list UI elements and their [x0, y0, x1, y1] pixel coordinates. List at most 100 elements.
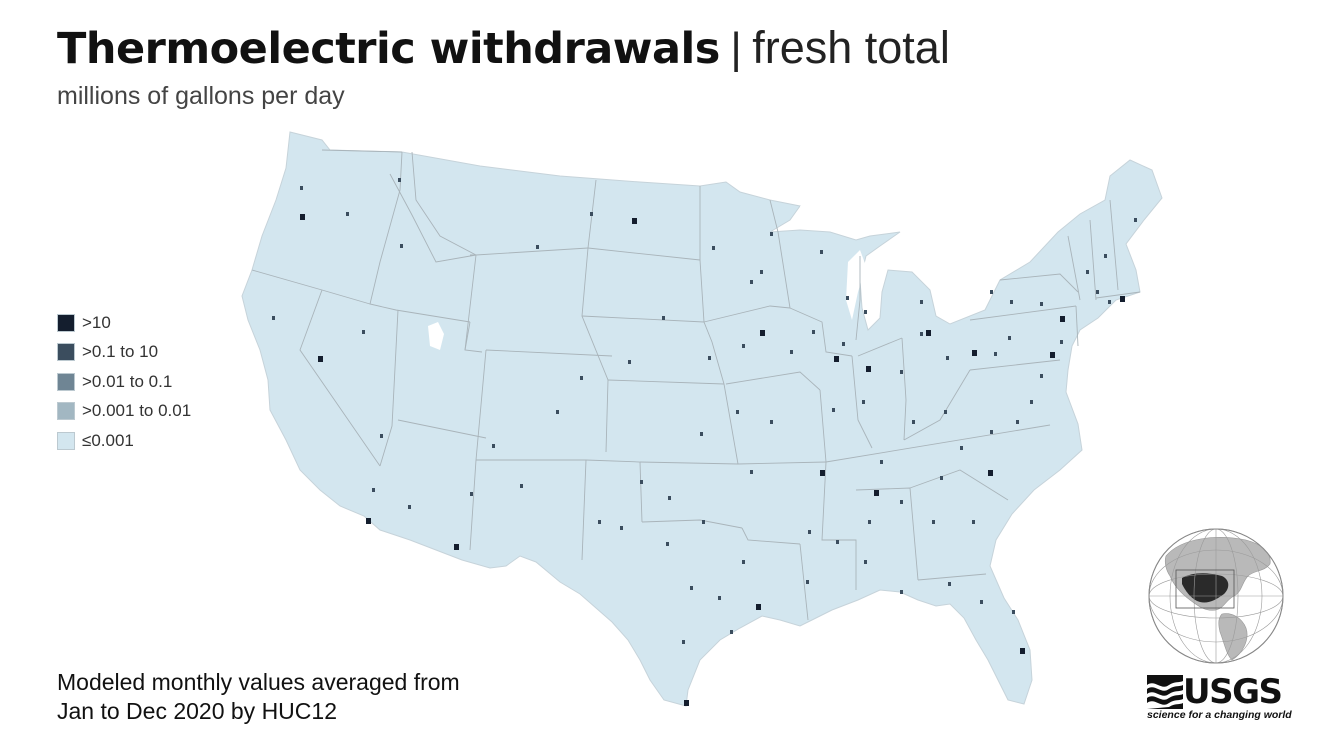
- usgs-wave-icon: [1147, 675, 1183, 709]
- state-border: [587, 247, 701, 261]
- withdrawal-mark: [620, 526, 623, 530]
- data-note-line: Modeled monthly values averaged from: [57, 669, 460, 695]
- withdrawal-mark: [1010, 300, 1013, 304]
- withdrawal-mark: [834, 356, 839, 362]
- withdrawal-mark: [900, 370, 903, 374]
- withdrawal-mark: [980, 600, 983, 604]
- withdrawal-mark: [736, 410, 739, 414]
- withdrawal-mark: [454, 544, 459, 550]
- withdrawal-mark: [1060, 340, 1063, 344]
- withdrawal-mark: [750, 470, 753, 474]
- withdrawal-mark: [990, 290, 993, 294]
- great-salt-lake: [428, 322, 444, 350]
- withdrawal-mark: [760, 270, 763, 274]
- withdrawal-mark: [994, 352, 997, 356]
- state-border: [1075, 305, 1079, 347]
- lake-michigan: [846, 250, 866, 320]
- legend-swatch: [57, 431, 75, 450]
- withdrawal-mark: [690, 586, 693, 590]
- withdrawal-mark: [1104, 254, 1107, 258]
- withdrawal-mark: [960, 446, 963, 450]
- withdrawal-mark: [628, 360, 631, 364]
- withdrawal-mark: [846, 296, 849, 300]
- withdrawal-mark: [1086, 270, 1089, 274]
- withdrawal-mark: [990, 430, 993, 434]
- state-border: [917, 573, 987, 581]
- usgs-logo: USGS science for a changing world: [1147, 672, 1292, 721]
- withdrawal-mark: [682, 640, 685, 644]
- withdrawal-mark: [730, 630, 733, 634]
- legend-item: ≤0.001: [57, 426, 191, 456]
- withdrawal-mark: [790, 350, 793, 354]
- state-border: [397, 419, 487, 439]
- legend: >10 >0.1 to 10 >0.01 to 0.1 >0.001 to 0.…: [57, 308, 191, 456]
- huc12-withdrawal-marks: [272, 178, 1137, 706]
- state-border: [819, 389, 827, 463]
- data-note-line: Jan to Dec 2020 by HUC12: [57, 698, 337, 724]
- withdrawal-mark: [1120, 296, 1125, 302]
- withdrawal-mark: [492, 444, 495, 448]
- withdrawal-mark: [362, 330, 365, 334]
- state-border: [299, 289, 381, 467]
- withdrawal-mark: [864, 560, 867, 564]
- state-border: [857, 337, 903, 357]
- state-border: [389, 173, 477, 263]
- withdrawal-mark: [868, 520, 871, 524]
- withdrawal-mark: [1040, 302, 1043, 306]
- withdrawal-mark: [318, 356, 323, 362]
- withdrawal-mark: [812, 330, 815, 334]
- withdrawal-mark: [808, 530, 811, 534]
- withdrawal-mark: [972, 520, 975, 524]
- withdrawal-mark: [300, 214, 305, 220]
- withdrawal-mark: [972, 350, 977, 356]
- withdrawal-mark: [666, 542, 669, 546]
- withdrawal-mark: [366, 518, 371, 524]
- withdrawal-mark: [300, 186, 303, 190]
- withdrawal-mark: [662, 316, 665, 320]
- data-note: Modeled monthly values averaged from Jan…: [57, 668, 460, 726]
- state-border: [369, 151, 471, 323]
- withdrawal-mark: [1020, 648, 1025, 654]
- withdrawal-mark: [988, 470, 993, 476]
- withdrawal-mark: [640, 480, 643, 484]
- withdrawal-mark: [556, 410, 559, 414]
- state-border: [639, 461, 739, 465]
- withdrawal-mark: [806, 580, 809, 584]
- legend-item: >0.1 to 10: [57, 338, 191, 368]
- state-border: [769, 199, 791, 309]
- title-variant: fresh total: [752, 22, 950, 73]
- state-border: [699, 186, 739, 465]
- state-border: [1109, 199, 1119, 291]
- withdrawal-mark: [1040, 374, 1043, 378]
- state-border: [851, 355, 873, 449]
- title-separator: |: [730, 24, 742, 73]
- withdrawal-mark: [1012, 610, 1015, 614]
- withdrawal-mark: [832, 408, 835, 412]
- withdrawal-mark: [842, 342, 845, 346]
- map-title: Thermoelectric withdrawals | fresh total: [57, 22, 950, 74]
- usgs-wordmark: USGS: [1183, 672, 1283, 712]
- withdrawal-mark: [398, 178, 401, 182]
- withdrawal-mark: [756, 604, 761, 610]
- withdrawal-mark: [1096, 290, 1099, 294]
- withdrawal-mark: [372, 488, 375, 492]
- withdrawal-mark: [580, 376, 583, 380]
- withdrawal-mark: [668, 496, 671, 500]
- state-border: [1067, 235, 1081, 301]
- withdrawal-mark: [946, 356, 949, 360]
- withdrawal-mark: [912, 420, 915, 424]
- withdrawal-mark: [900, 500, 903, 504]
- withdrawal-mark: [760, 330, 765, 336]
- withdrawal-mark: [536, 245, 539, 249]
- withdrawal-mark: [1030, 400, 1033, 404]
- withdrawal-mark: [864, 310, 867, 314]
- legend-swatch: [57, 372, 75, 391]
- withdrawal-mark: [1108, 300, 1111, 304]
- withdrawal-mark: [1008, 336, 1011, 340]
- withdrawal-mark: [932, 520, 935, 524]
- title-main: Thermoelectric withdrawals: [57, 24, 720, 74]
- state-border: [741, 527, 801, 545]
- withdrawal-mark: [900, 590, 903, 594]
- state-border: [1095, 291, 1141, 299]
